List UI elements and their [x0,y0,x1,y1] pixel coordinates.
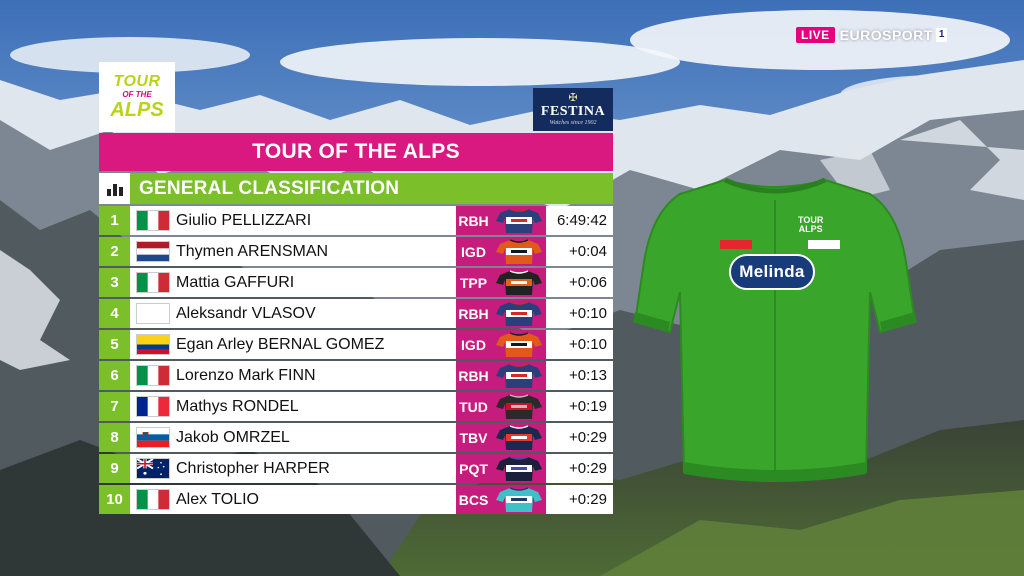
jersey-sponsor-logo: Melinda [729,254,815,290]
standings-row: 5 Egan Arley BERNAL GOMEZ IGD +0:10 [99,330,613,359]
rider-time: 6:49:42 [546,206,613,235]
rank-number: 7 [99,392,130,421]
neutral-flag-icon [130,303,170,324]
team-jersey-icon [491,299,546,328]
live-badge: LIVE [796,27,835,43]
team-jersey-icon [491,454,546,483]
team-code: TUD [456,392,491,421]
team-jersey-icon [491,237,546,266]
team-code: RBH [456,299,491,328]
rider-time: +0:04 [546,237,613,266]
rider-name: Thymen ARENSMAN [176,242,329,260]
rider-name: Alex TOLIO [176,490,259,508]
rider-time: +0:29 [546,423,613,452]
rider-name: Jakob OMRZEL [176,428,290,446]
bar-chart-icon [99,173,130,204]
rider-name: Christopher HARPER [176,459,330,477]
rider-cell: Egan Arley BERNAL GOMEZ [130,330,456,359]
team-code: TBV [456,423,491,452]
standings-row: 10 Alex TOLIO BCS +0:29 [99,485,613,514]
rider-time: +0:19 [546,392,613,421]
broadcaster-bug: LIVE EUROSPORT 1 [796,26,948,44]
team-jersey-icon [491,206,546,235]
team-code: IGD [456,330,491,359]
rank-number: 1 [99,206,130,235]
standings-row: 4 Aleksandr VLASOV RBH +0:10 [99,299,613,328]
australia-flag-icon [130,458,170,479]
rank-number: 3 [99,268,130,297]
france-flag-icon [130,396,170,417]
italy-flag-icon [130,489,170,510]
tour-logo: TOUR OF THE ALPS [99,62,175,132]
team-code: TPP [456,268,491,297]
team-code: BCS [456,485,491,514]
classification-title: GENERAL CLASSIFICATION [130,173,613,204]
rank-number: 5 [99,330,130,359]
standings-row: 3 Mattia GAFFURI TPP +0:06 [99,268,613,297]
channel-name: EUROSPORT [839,27,933,43]
rider-name: Egan Arley BERNAL GOMEZ [176,335,385,353]
colombia-flag-icon [130,334,170,355]
italy-flag-icon [130,210,170,231]
italy-flag-icon [130,272,170,293]
team-jersey-icon [491,485,546,514]
standings-row: 6 Lorenzo Mark FINN RBH +0:13 [99,361,613,390]
italy-flag-icon [130,365,170,386]
rider-cell: Giulio PELLIZZARI [130,206,456,235]
team-jersey-icon [491,268,546,297]
rider-cell: Mattia GAFFURI [130,268,456,297]
leader-jersey-icon [633,177,917,482]
rank-number: 8 [99,423,130,452]
team-code: RBH [456,206,491,235]
rider-cell: Jakob OMRZEL [130,423,456,452]
rider-name: Mathys RONDEL [176,397,299,415]
rider-name: Lorenzo Mark FINN [176,366,316,384]
rider-cell: Aleksandr VLASOV [130,299,456,328]
rider-name: Aleksandr VLASOV [176,304,316,322]
rider-time: +0:06 [546,268,613,297]
classification-header: GENERAL CLASSIFICATION [99,173,613,204]
rider-cell: Mathys RONDEL [130,392,456,421]
channel-number: 1 [935,28,948,42]
rider-cell: Thymen ARENSMAN [130,237,456,266]
netherlands-flag-icon [130,241,170,262]
race-title: TOUR OF THE ALPS [99,133,613,171]
rank-number: 9 [99,454,130,483]
standings-row: 1 Giulio PELLIZZARI RBH 6:49:42 [99,206,613,235]
standings-row: 2 Thymen ARENSMAN IGD +0:04 [99,237,613,266]
team-jersey-icon [491,361,546,390]
rider-cell: Christopher HARPER [130,454,456,483]
standings-table: 1 Giulio PELLIZZARI RBH 6:49:42 2 Thymen AREN… [99,206,613,516]
team-jersey-icon [491,330,546,359]
rider-name: Mattia GAFFURI [176,273,295,291]
rider-cell: Alex TOLIO [130,485,456,514]
rider-time: +0:13 [546,361,613,390]
rank-number: 4 [99,299,130,328]
standings-row: 7 Mathys RONDEL TUD +0:19 [99,392,613,421]
slovenia-flag-icon [130,427,170,448]
rider-time: +0:10 [546,299,613,328]
rank-number: 10 [99,485,130,514]
rider-time: +0:29 [546,485,613,514]
standings-row: 9 Christopher HARPER PQT +0:29 [99,454,613,483]
sponsor-logo: ✠ FESTINA Watches since 1902 [533,88,613,131]
crest-icon: ✠ [568,92,578,105]
standings-row: 8 Jakob OMRZEL TBV +0:29 [99,423,613,452]
rider-time: +0:29 [546,454,613,483]
team-jersey-icon [491,423,546,452]
jersey-chest-text: TOUR ALPS [798,215,824,234]
rider-name: Giulio PELLIZZARI [176,211,312,229]
rider-cell: Lorenzo Mark FINN [130,361,456,390]
rank-number: 6 [99,361,130,390]
team-jersey-icon [491,392,546,421]
rider-time: +0:10 [546,330,613,359]
team-code: RBH [456,361,491,390]
team-code: IGD [456,237,491,266]
rank-number: 2 [99,237,130,266]
team-code: PQT [456,454,491,483]
